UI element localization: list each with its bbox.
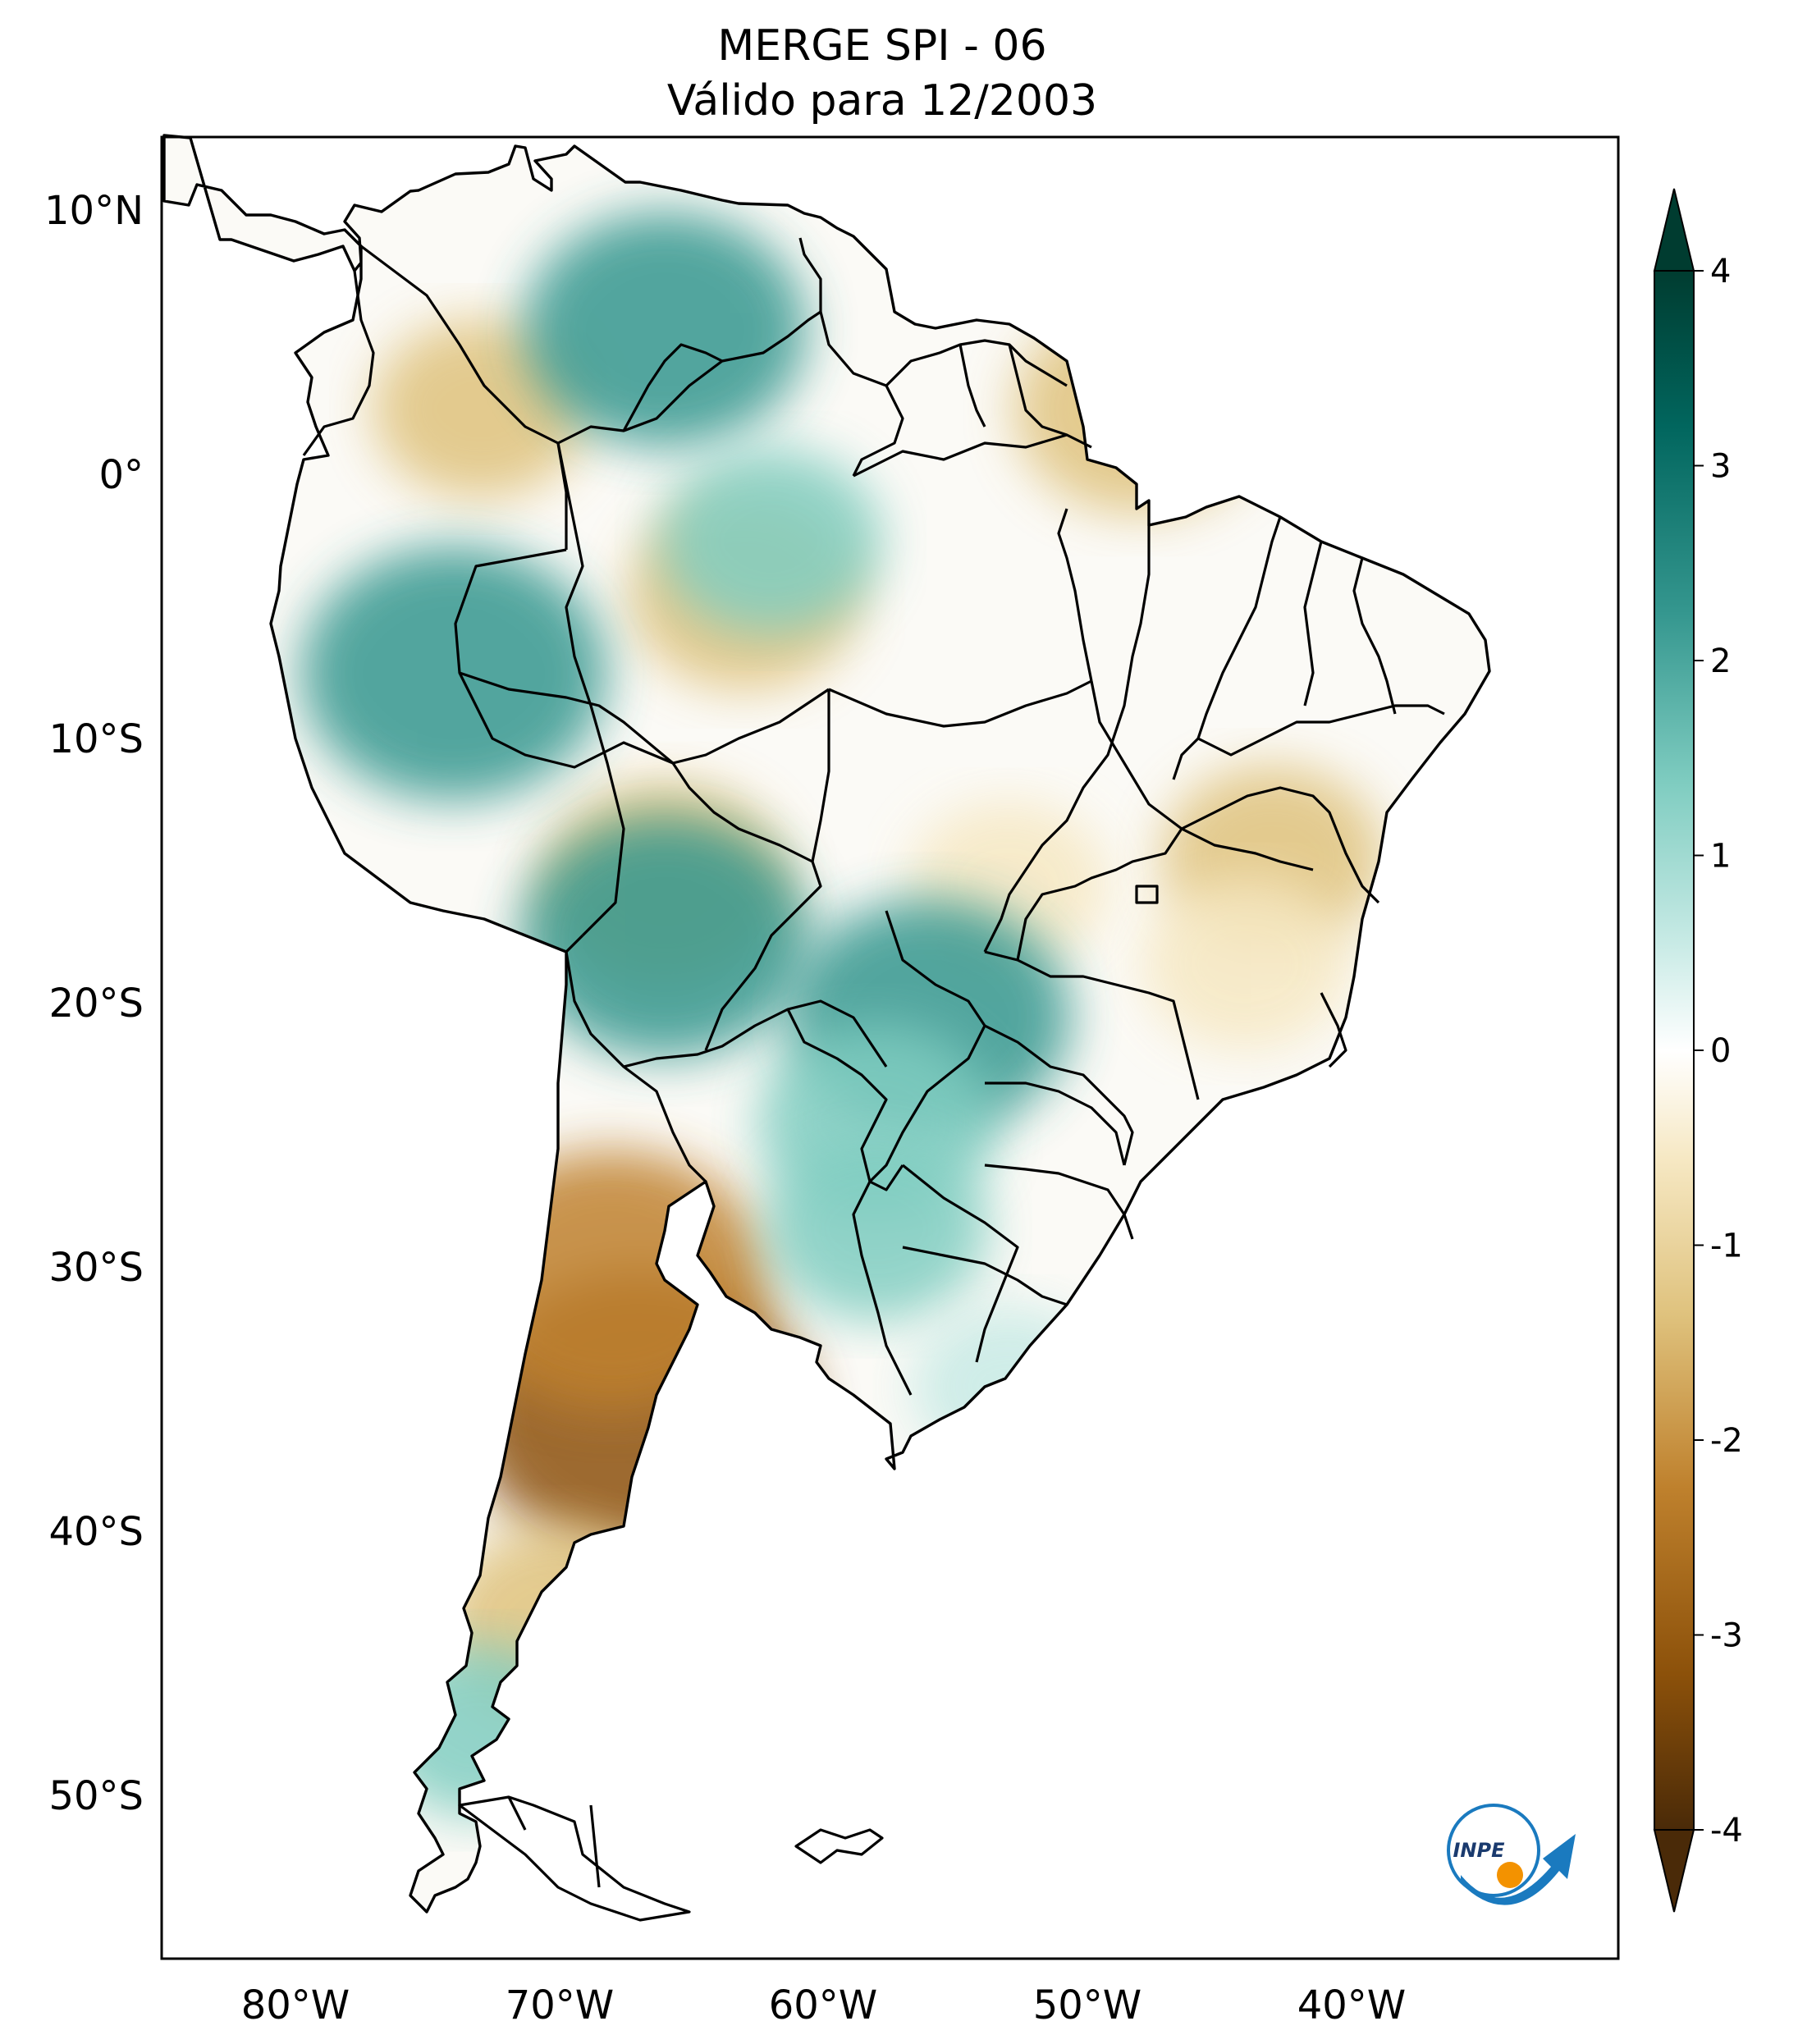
colorbar: 4 3 2 1 0 -1 -2 -3 -4 — [1653, 188, 1743, 1913]
lat-tick-label: 10°N — [44, 188, 144, 234]
lon-tick-label: 70°W — [506, 1982, 615, 2028]
wet-anomaly-area — [764, 1135, 988, 1321]
inpe-logo: INPE — [1447, 1804, 1576, 1905]
colorbar-tick-label: 1 — [1710, 838, 1731, 876]
lat-tick-label: 40°S — [48, 1509, 144, 1555]
lon-axis: 80°W 70°W 60°W 50°W 40°W — [241, 1982, 1407, 2028]
lat-tick-label: 10°S — [48, 716, 144, 762]
colorbar-top-extend — [1653, 188, 1695, 272]
colorbar-tick-label: 3 — [1710, 448, 1731, 486]
colorbar-tick-label: 0 — [1710, 1032, 1731, 1070]
lat-tick-label: 0° — [98, 452, 144, 498]
colorbar-body — [1654, 270, 1695, 1831]
logo-swoosh-icon — [1461, 1834, 1576, 1905]
lat-tick-label: 30°S — [48, 1245, 144, 1291]
wet-anomaly-area — [659, 448, 882, 634]
lat-axis: 10°N 0° 10°S 20°S 30°S 40°S 50°S — [44, 188, 144, 1819]
lat-tick-label: 20°S — [48, 981, 144, 1027]
colorbar-tick-label: -1 — [1710, 1228, 1743, 1265]
colorbar-tick-label: -4 — [1710, 1812, 1743, 1850]
wet-anomaly-area — [524, 212, 807, 448]
colorbar-ticks: 4 3 2 1 0 -1 -2 -3 -4 — [1694, 253, 1743, 1850]
colorbar-tick-label: -2 — [1710, 1422, 1743, 1460]
lon-tick-label: 50°W — [1033, 1982, 1142, 2028]
lon-tick-label: 40°W — [1297, 1982, 1407, 2028]
logo-orbit-icon — [1447, 1804, 1540, 1897]
lon-tick-label: 80°W — [241, 1982, 350, 2028]
dry-anomaly-area — [1141, 877, 1350, 1051]
lat-tick-label: 50°S — [48, 1773, 144, 1819]
map-frame — [160, 135, 1620, 1960]
logo-text: INPE — [1453, 1839, 1506, 1862]
map-title: MERGE SPI - 06 — [717, 21, 1046, 71]
wet-anomaly-area — [301, 546, 607, 801]
map-subtitle: Válido para 12/2003 — [667, 76, 1097, 126]
colorbar-tick-label: 2 — [1710, 642, 1731, 680]
lon-tick-label: 60°W — [769, 1982, 878, 2028]
colorbar-bottom-extend — [1653, 1829, 1695, 1913]
colorbar-tick-label: -3 — [1710, 1617, 1743, 1655]
logo-dot-icon — [1497, 1862, 1523, 1888]
colorbar-tick-label: 4 — [1710, 253, 1731, 290]
country-borders — [162, 134, 1491, 1922]
wet-anomaly-area — [519, 816, 811, 1059]
